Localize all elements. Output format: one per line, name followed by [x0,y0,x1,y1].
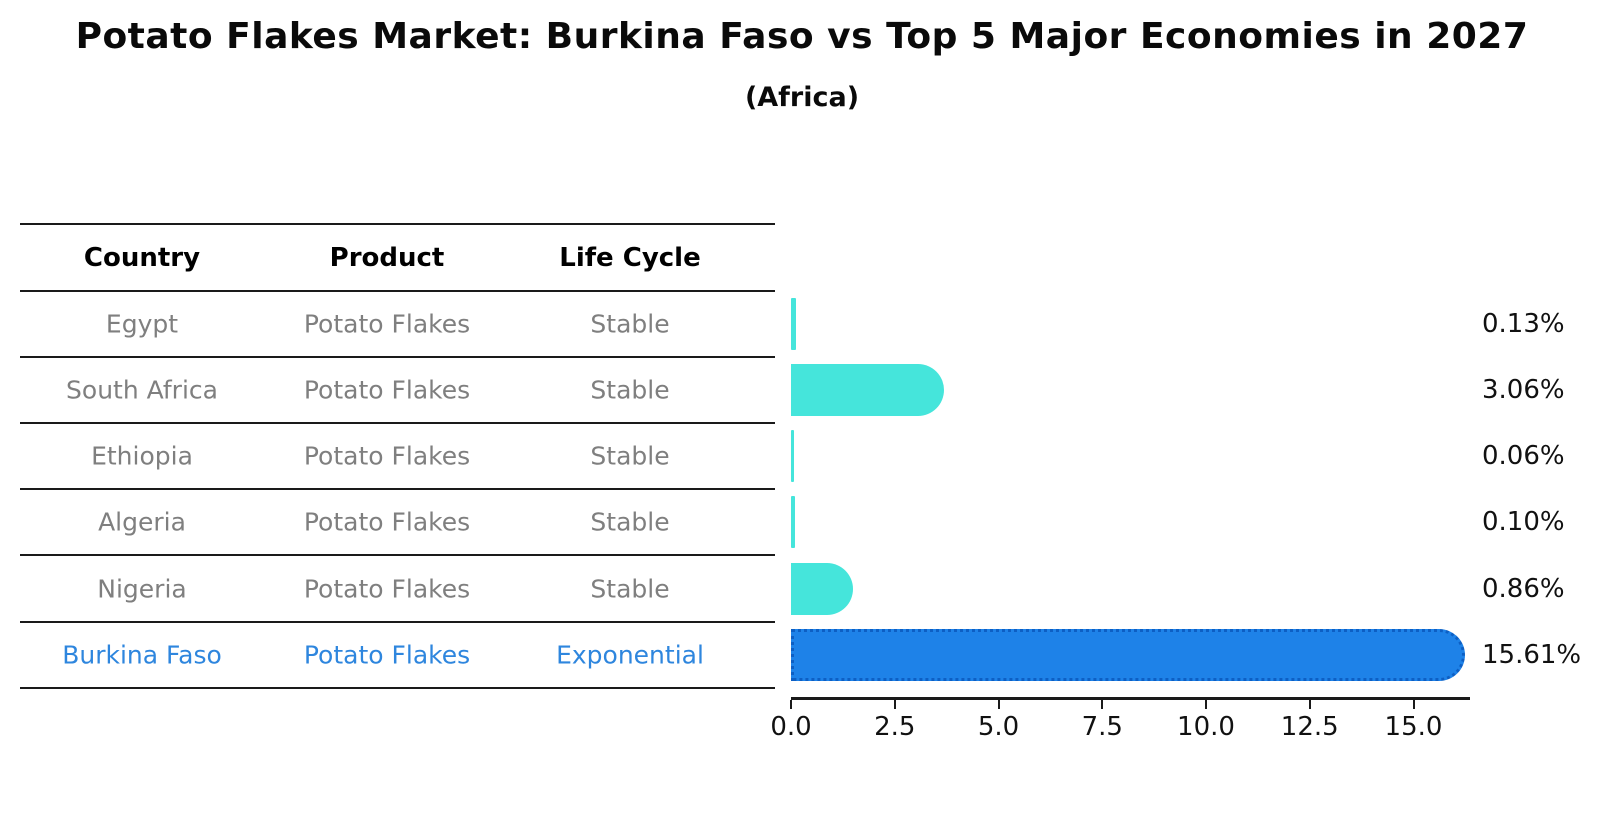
table-cell-product: Potato Flakes [303,574,471,603]
table-rule [20,554,775,556]
table-rule [20,488,775,490]
bar-egypt [791,298,796,350]
table-cell-life_cycle: Stable [590,507,670,537]
x-axis-tick-label: 2.5 [874,712,916,742]
table-cell-country: South Africa [66,375,218,405]
bar-ethiopia [791,430,794,482]
x-axis-line [791,697,1470,700]
x-axis-tick [1412,700,1415,709]
table-cell-product: Potato Flakes [303,375,471,405]
table-cell-country: Egypt [105,309,179,339]
table-rule [20,356,775,358]
x-axis-tick-label: 12.5 [1280,712,1339,742]
x-axis-tick [790,700,792,709]
table-cell-life_cycle: Exponential [556,640,704,670]
table-cell-country: Algeria [98,507,186,537]
table-rule [20,223,775,225]
table-header-product: Product [329,242,445,273]
x-axis-tick [997,700,1000,709]
x-axis-tick [1308,700,1311,709]
table-cell-product: Potato Flakes [303,507,471,537]
x-axis-tick [1101,700,1104,709]
table-cell-life_cycle: Stable [590,375,670,405]
table-rule [20,422,775,424]
table-cell-country: Burkina Faso [62,640,222,670]
x-axis-tick [893,700,896,709]
bar-value-label: 0.86% [1482,573,1565,604]
bar-value-label: 0.13% [1482,309,1565,339]
bar-value-label: 0.10% [1482,507,1565,537]
table-cell-country: Nigeria [97,574,187,603]
table-cell-country: Ethiopia [91,441,193,471]
table-rule [20,687,775,689]
table-cell-product: Potato Flakes [303,309,471,339]
bar-value-label: 15.61% [1482,640,1582,670]
table-cell-life_cycle: Stable [590,441,670,471]
x-axis-tick-label: 15.0 [1384,712,1443,742]
chart-title: Potato Flakes Market: Burkina Faso vs To… [75,16,1529,57]
chart-subtitle: (Africa) [744,82,860,113]
bar-south-africa [791,364,944,416]
table-cell-life_cycle: Stable [590,574,670,603]
table-cell-product: Potato Flakes [303,640,471,670]
bar-nigeria [791,562,853,615]
x-axis-tick [1205,700,1207,709]
bar-algeria [791,496,795,548]
bar-value-label: 0.06% [1482,441,1565,471]
table-header-country: Country [83,242,201,273]
table-cell-product: Potato Flakes [303,441,471,471]
table-rule [20,290,775,292]
table-header-life-cycle: Life Cycle [559,242,701,273]
table-cell-life_cycle: Stable [590,309,670,339]
bar-value-label: 3.06% [1482,375,1565,405]
x-axis-tick-label: 7.5 [1081,712,1123,742]
bar-burkina-faso [791,629,1465,681]
x-axis-tick-label: 0.0 [770,712,812,742]
x-axis-tick-label: 10.0 [1177,712,1235,742]
x-axis-tick-label: 5.0 [977,712,1020,742]
table-rule [20,621,775,623]
